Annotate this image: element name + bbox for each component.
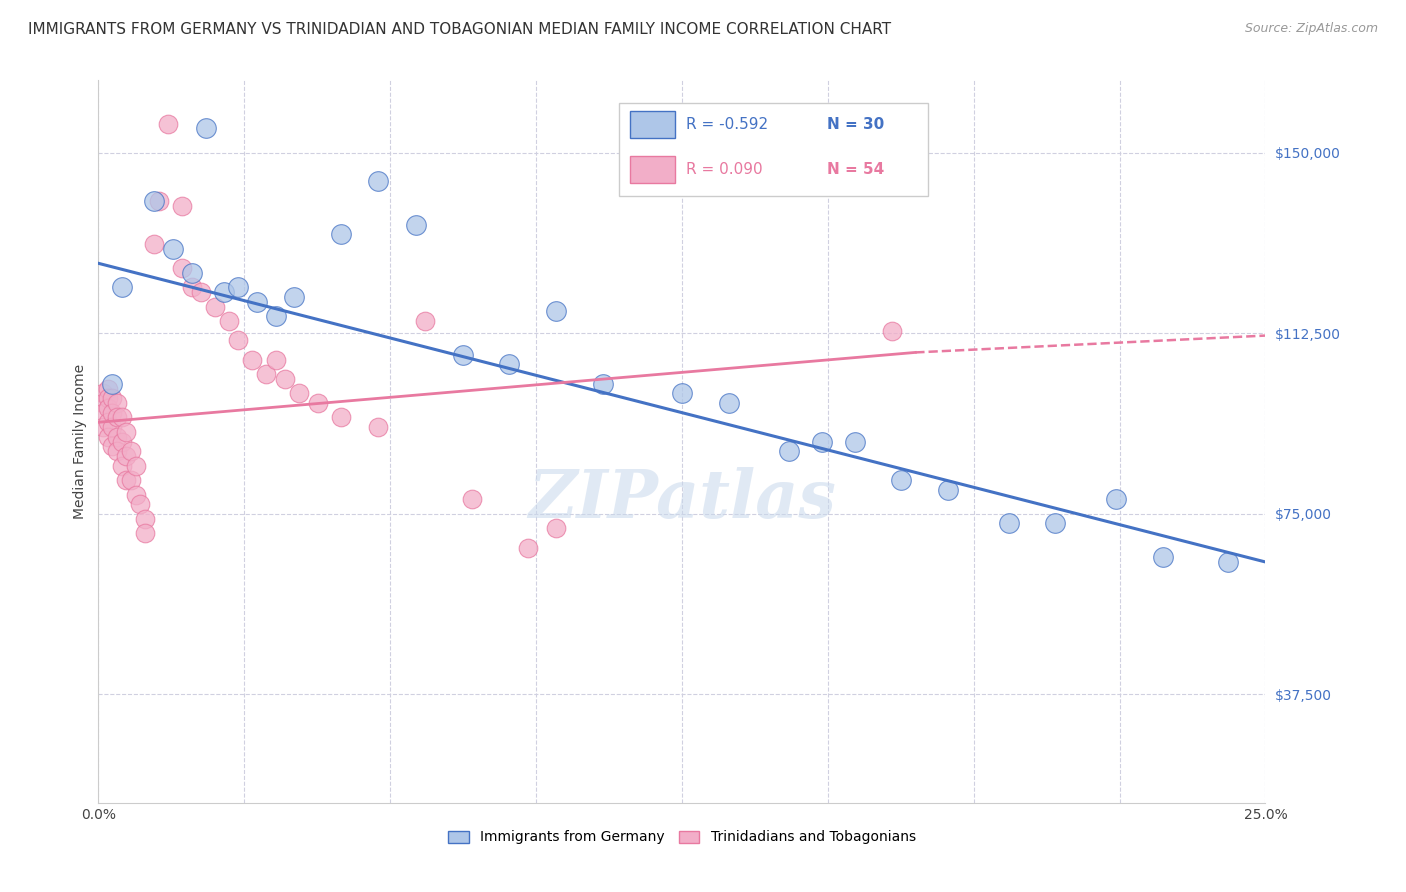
Point: [120, 444, 142, 458]
Point: [190, 285, 212, 300]
Point: [101, 376, 124, 391]
Point: [405, 218, 427, 232]
Y-axis label: Median Family Income: Median Family Income: [73, 364, 87, 519]
Point: [91, 420, 114, 434]
Text: IMMIGRANTS FROM GERMANY VS TRINIDADIAN AND TOBAGONIAN MEDIAN FAMILY INCOME CORRE: IMMIGRANTS FROM GERMANY VS TRINIDADIAN A…: [28, 22, 891, 37]
Point: [97, 430, 120, 444]
Point: [101, 439, 124, 453]
Point: [218, 314, 240, 328]
Point: [498, 358, 520, 372]
Point: [264, 310, 287, 324]
Point: [592, 376, 614, 391]
Point: [880, 324, 903, 338]
Point: [115, 425, 138, 439]
Point: [115, 473, 138, 487]
Point: [242, 352, 264, 367]
Point: [143, 194, 166, 208]
Point: [1105, 492, 1128, 507]
Point: [204, 300, 226, 314]
Point: [936, 483, 959, 497]
Point: [461, 492, 484, 507]
Point: [97, 382, 120, 396]
Point: [148, 194, 170, 208]
Point: [101, 406, 124, 420]
Text: Source: ZipAtlas.com: Source: ZipAtlas.com: [1244, 22, 1378, 36]
Point: [330, 227, 353, 242]
Point: [844, 434, 866, 449]
Point: [1045, 516, 1067, 531]
Point: [97, 415, 120, 429]
Point: [997, 516, 1019, 531]
Point: [778, 444, 800, 458]
Point: [125, 458, 148, 473]
Point: [111, 434, 134, 449]
Point: [91, 386, 114, 401]
Point: [228, 280, 250, 294]
Point: [105, 430, 128, 444]
Point: [101, 391, 124, 405]
Point: [120, 473, 142, 487]
Point: [111, 458, 134, 473]
Point: [134, 526, 156, 541]
Point: [101, 420, 124, 434]
Point: [228, 334, 250, 348]
Text: R = -0.592: R = -0.592: [686, 118, 768, 132]
Point: [172, 198, 194, 212]
Point: [330, 410, 353, 425]
Point: [544, 304, 567, 318]
Point: [172, 261, 194, 276]
Point: [97, 401, 120, 415]
Point: [111, 280, 134, 294]
Point: [162, 242, 184, 256]
Point: [367, 174, 389, 188]
Point: [143, 237, 166, 252]
Legend: Immigrants from Germany, Trinidadians and Tobagonians: Immigrants from Germany, Trinidadians an…: [443, 825, 921, 850]
Point: [125, 487, 148, 501]
Point: [890, 473, 912, 487]
Point: [134, 511, 156, 525]
Point: [111, 410, 134, 425]
Point: [105, 444, 128, 458]
Point: [671, 386, 693, 401]
Point: [180, 266, 202, 280]
Point: [717, 396, 740, 410]
Point: [516, 541, 538, 555]
Text: ZIPatlas: ZIPatlas: [529, 467, 835, 532]
Text: N = 54: N = 54: [827, 162, 884, 177]
Point: [451, 348, 474, 362]
Point: [307, 396, 329, 410]
Point: [194, 121, 217, 136]
Point: [264, 352, 287, 367]
Point: [105, 396, 128, 410]
Point: [1152, 550, 1174, 565]
Point: [115, 449, 138, 463]
Point: [256, 367, 278, 381]
Point: [246, 294, 269, 309]
Text: R = 0.090: R = 0.090: [686, 162, 762, 177]
Point: [811, 434, 834, 449]
Point: [283, 290, 305, 304]
Point: [274, 372, 297, 386]
Point: [1216, 555, 1239, 569]
Point: [97, 391, 120, 405]
Point: [129, 497, 152, 511]
Point: [544, 521, 567, 535]
Point: [91, 406, 114, 420]
Point: [91, 396, 114, 410]
Point: [413, 314, 436, 328]
Text: N = 30: N = 30: [827, 118, 884, 132]
Point: [105, 410, 128, 425]
Point: [180, 280, 202, 294]
Point: [214, 285, 236, 300]
Point: [288, 386, 311, 401]
Point: [367, 420, 389, 434]
Point: [157, 117, 180, 131]
